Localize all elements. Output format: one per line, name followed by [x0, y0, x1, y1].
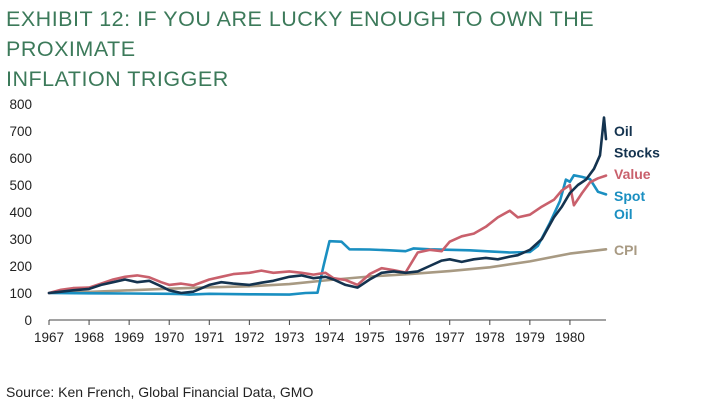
y-tick-label: 200: [9, 259, 32, 274]
series-line-cpi: [47, 248, 608, 295]
legend-label-oil-stocks: Stocks: [614, 145, 660, 161]
chart-title-line-1: EXHIBIT 12: IF YOU ARE LUCKY ENOUGH TO O…: [6, 7, 595, 61]
x-tick-label: 1976: [395, 330, 425, 345]
legend-label-spot-oil: Spot: [614, 188, 645, 204]
legend-label-value: Value: [614, 166, 651, 182]
x-tick-label: 1972: [234, 330, 264, 345]
y-tick-label: 600: [9, 151, 32, 166]
series-line-value: [47, 174, 608, 295]
x-tick-label: 1975: [355, 330, 385, 345]
line-chart: 0 100 200 300 400 500 600 700 800 1967 1968 1969 197…: [9, 97, 660, 345]
y-tick-label: 100: [9, 286, 32, 301]
x-tick-label: 1980: [555, 330, 585, 345]
legend-label-cpi: CPI: [614, 242, 637, 258]
y-tick-label: 400: [9, 205, 32, 220]
x-tick-label: 1971: [194, 330, 224, 345]
x-tick-label: 1974: [314, 330, 345, 345]
x-tick-label: 1970: [154, 330, 184, 345]
x-tick-label: 1977: [435, 330, 465, 345]
y-tick-label: 800: [9, 97, 32, 112]
legend-label-spot-oil: Oil: [614, 206, 633, 222]
legend-label-oil-stocks: Oil: [614, 123, 633, 139]
y-tick-label: 300: [9, 232, 32, 247]
x-tick-label: 1967: [34, 330, 64, 345]
x-tick-label: 1978: [475, 330, 505, 345]
source-note: Source: Ken French, Global Financial Dat…: [6, 384, 314, 400]
series-line-spot-oil: [47, 174, 608, 296]
series-line-oil-stocks: [47, 116, 608, 295]
y-tick-label: 500: [9, 178, 32, 193]
y-tick-label: 700: [9, 124, 32, 139]
x-tick-label: 1968: [74, 330, 104, 345]
x-tick-label: 1969: [114, 330, 144, 345]
y-tick-label: 0: [24, 313, 32, 328]
chart-title-line-2: INFLATION TRIGGER: [6, 67, 229, 91]
x-tick-label: 1973: [274, 330, 304, 345]
chart-title: EXHIBIT 12: IF YOU ARE LUCKY ENOUGH TO O…: [6, 4, 711, 94]
x-tick-label: 1979: [515, 330, 545, 345]
